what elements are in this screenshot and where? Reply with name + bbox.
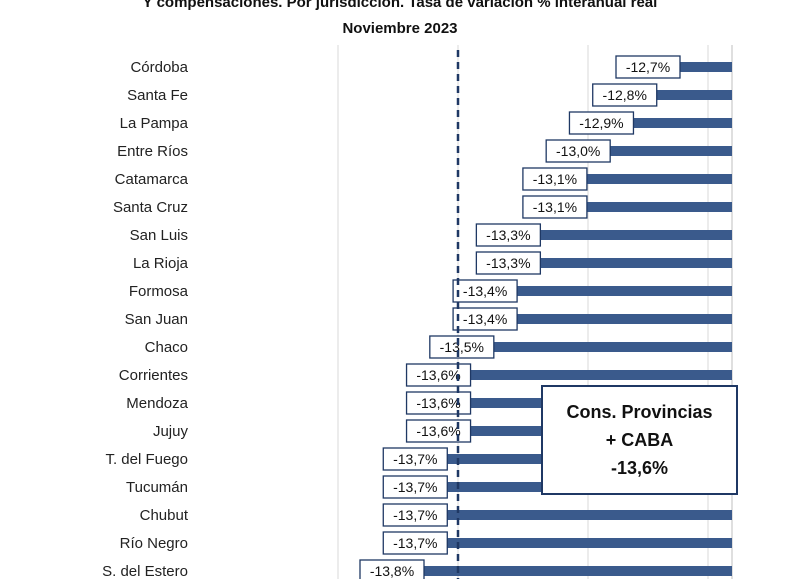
value-label: -13,7% (393, 507, 437, 523)
bar (534, 230, 732, 240)
value-label: -12,9% (579, 115, 623, 131)
value-label-box (429, 335, 495, 359)
category-label: La Pampa (120, 115, 189, 132)
value-label-box (522, 167, 588, 191)
bar (464, 370, 732, 380)
category-label: Entre Ríos (117, 143, 188, 160)
value-label-box (452, 307, 518, 331)
value-label: -13,0% (556, 143, 600, 159)
category-label: Santa Cruz (113, 199, 188, 216)
category-label: San Luis (130, 227, 188, 244)
bar (534, 258, 732, 268)
category-label: Formosa (129, 283, 189, 300)
value-label: -13,6% (416, 367, 460, 383)
value-label-box (382, 475, 448, 499)
callout-box: Cons. Provincias + CABA -13,6% (541, 385, 738, 495)
value-label: -13,3% (486, 227, 530, 243)
value-label-box (522, 195, 588, 219)
category-label: Chubut (140, 507, 189, 524)
bar (650, 90, 732, 100)
value-label: -13,4% (463, 283, 507, 299)
category-label: Chaco (145, 339, 188, 356)
value-label-box (615, 55, 681, 79)
value-label: -13,8% (370, 563, 414, 579)
value-label-box (592, 83, 658, 107)
bar (441, 510, 732, 520)
value-label: -13,4% (463, 311, 507, 327)
value-label-box (545, 139, 611, 163)
bar (604, 146, 732, 156)
category-label: Jujuy (153, 423, 189, 440)
category-label: Río Negro (120, 535, 188, 552)
category-label: San Juan (125, 311, 188, 328)
value-label-box (382, 503, 448, 527)
category-label: Santa Fe (127, 87, 188, 104)
chart-subtitle: Noviembre 2023 (342, 20, 458, 37)
category-label: Corrientes (119, 367, 188, 384)
value-label-box (382, 447, 448, 471)
value-label: -13,1% (533, 171, 577, 187)
bar (511, 314, 732, 324)
callout-line1: Cons. Provincias (566, 402, 713, 422)
bar (627, 118, 732, 128)
bar (580, 202, 732, 212)
value-label-box (475, 251, 542, 275)
value-label: -13,7% (393, 479, 437, 495)
category-label: T. del Fuego (105, 451, 188, 468)
value-label-box (452, 279, 518, 303)
value-label-box (568, 111, 635, 135)
callout-value: -13,6% (610, 458, 669, 478)
value-label: -13,7% (393, 451, 437, 467)
bar (674, 62, 732, 72)
value-label: -13,3% (486, 255, 530, 271)
value-label-box (405, 363, 472, 387)
chart-title: Y compensaciones. Por jurisdicción. Tasa… (142, 0, 658, 11)
value-label-box (405, 391, 472, 415)
bar (580, 174, 732, 184)
value-label: -12,7% (626, 59, 670, 75)
bar (511, 286, 732, 296)
category-label: Tucumán (126, 479, 188, 496)
category-label: S. del Estero (102, 563, 188, 579)
value-label: -13,6% (416, 423, 460, 439)
category-label: La Rioja (133, 255, 189, 272)
bar (487, 342, 732, 352)
bar (418, 566, 732, 576)
category-label: Catamarca (115, 171, 189, 188)
value-label: -12,8% (603, 87, 647, 103)
value-label-box (475, 223, 542, 247)
callout-line2: + CABA (605, 430, 674, 450)
bar (441, 538, 732, 548)
value-label-box (405, 419, 472, 443)
value-label: -13,5% (440, 339, 484, 355)
value-label: -13,6% (416, 395, 460, 411)
value-label-box (382, 531, 448, 555)
value-label-box (359, 559, 425, 579)
value-label: -13,1% (533, 199, 577, 215)
value-label: -13,7% (393, 535, 437, 551)
category-label: Córdoba (130, 59, 188, 76)
category-label: Mendoza (126, 395, 188, 412)
